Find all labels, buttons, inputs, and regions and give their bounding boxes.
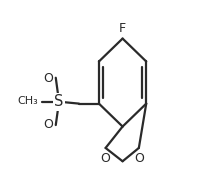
- Text: O: O: [135, 152, 145, 165]
- Text: F: F: [119, 22, 126, 35]
- Text: O: O: [100, 152, 110, 165]
- Text: S: S: [54, 94, 64, 109]
- Text: CH₃: CH₃: [18, 96, 38, 106]
- Text: O: O: [44, 118, 54, 131]
- Text: O: O: [44, 72, 54, 85]
